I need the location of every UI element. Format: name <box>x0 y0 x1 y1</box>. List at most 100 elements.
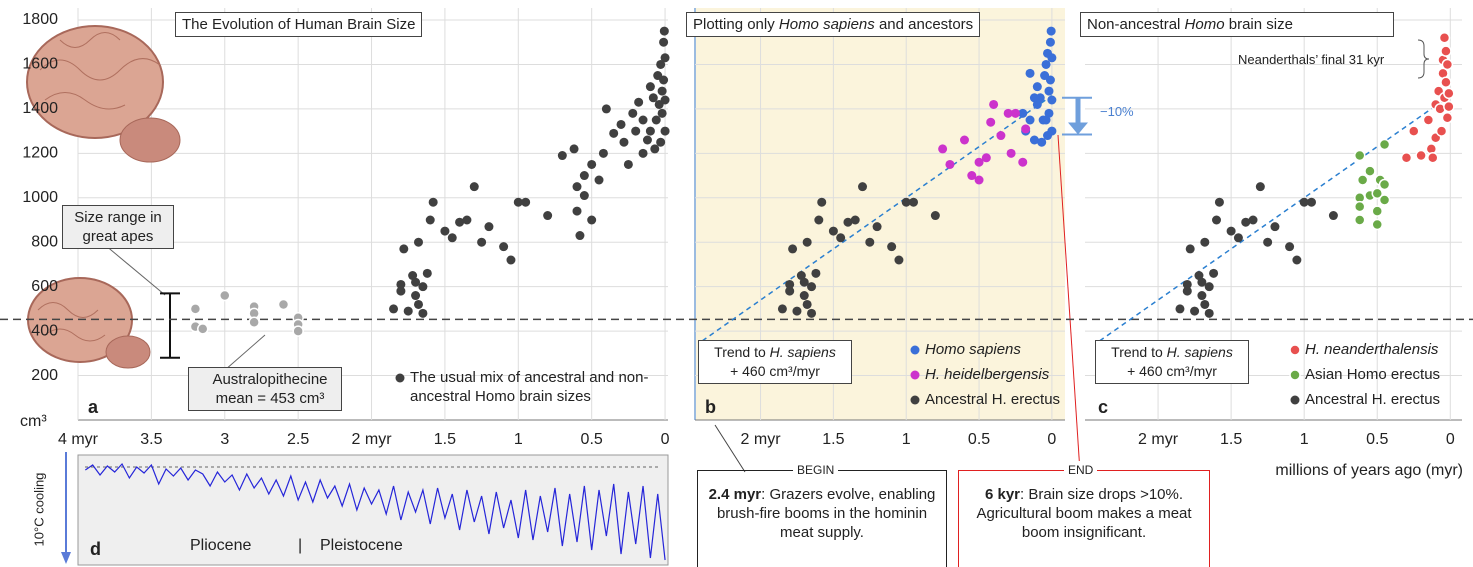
data-point <box>642 135 652 145</box>
data-point <box>1353 200 1366 213</box>
data-point <box>1440 45 1452 57</box>
data-point <box>1043 131 1053 141</box>
panel-label: d <box>90 539 101 559</box>
note-tag: END <box>1064 461 1098 480</box>
trend-rate: + 460 cm³/myr <box>730 363 820 379</box>
data-point <box>1270 222 1280 232</box>
data-point <box>656 137 666 147</box>
title-part: Homo sapiens <box>778 16 875 33</box>
data-point <box>887 242 897 252</box>
data-point <box>1353 149 1366 162</box>
data-point <box>1029 93 1039 103</box>
data-point <box>1356 174 1369 186</box>
data-point <box>659 26 669 36</box>
data-point <box>631 126 641 136</box>
data-point <box>1371 187 1383 200</box>
trend-line <box>701 94 1053 342</box>
y-tick-label: 600 <box>31 278 58 295</box>
data-point <box>277 298 290 311</box>
data-point <box>413 299 423 309</box>
data-point <box>1003 108 1013 118</box>
data-point <box>513 197 523 207</box>
data-point <box>623 159 633 169</box>
data-point <box>657 86 667 96</box>
data-point <box>974 157 984 167</box>
data-point <box>788 244 798 254</box>
data-point <box>792 306 802 316</box>
trend-part: Trend to <box>714 344 770 360</box>
data-point <box>1408 125 1420 137</box>
drop-label: −10% <box>1100 104 1134 119</box>
data-point <box>411 291 421 301</box>
data-point <box>594 175 604 185</box>
data-point <box>651 115 661 125</box>
data-point <box>981 153 991 163</box>
begin-note: BEGIN 2.4 myr: Grazers evolve, enabling … <box>697 461 947 567</box>
brace <box>1417 39 1430 79</box>
data-point <box>1182 286 1192 296</box>
data-point <box>440 226 450 236</box>
panel-label: c <box>1098 397 1109 417</box>
y-tick-label: 400 <box>31 322 58 339</box>
data-point <box>396 279 406 289</box>
data-point <box>422 268 432 278</box>
x-tick-label: 2 myr <box>1138 431 1179 448</box>
data-point <box>447 233 457 243</box>
note: Neanderthals’ final 31 kyr <box>1238 52 1385 67</box>
x-tick-label: 0.5 <box>1366 431 1388 448</box>
data-point <box>872 222 882 232</box>
title-part: Non-ancestral <box>1087 16 1185 33</box>
data-point <box>660 95 670 105</box>
data-point <box>1200 237 1210 247</box>
x-tick-label: 0 <box>1047 431 1056 448</box>
data-point <box>959 135 969 145</box>
data-point <box>455 217 465 227</box>
x-axis-title: millions of years ago (myr) <box>1275 462 1463 479</box>
x-tick-label: 0 <box>661 431 670 448</box>
legend-marker <box>910 395 920 405</box>
x-tick-label: 2 myr <box>741 431 782 448</box>
data-point <box>1041 115 1051 125</box>
data-point <box>1233 233 1243 243</box>
data-point <box>587 215 597 225</box>
data-point <box>1185 244 1195 254</box>
x-tick-label: 3 <box>220 431 229 448</box>
y-axis-title: 10°C cooling <box>31 472 47 547</box>
data-point <box>628 108 638 118</box>
data-point <box>1018 108 1028 118</box>
x-tick-label: 3.5 <box>140 431 162 448</box>
data-point <box>799 291 809 301</box>
data-point <box>811 268 821 278</box>
legend-label: Homo sapiens <box>925 341 1021 358</box>
data-point <box>1182 279 1192 289</box>
legend-marker <box>1289 369 1301 381</box>
data-point <box>579 171 589 181</box>
data-point <box>1440 76 1452 88</box>
data-point <box>1248 215 1258 225</box>
data-point <box>189 303 202 315</box>
data-point <box>1443 87 1455 100</box>
data-point <box>1441 112 1454 124</box>
data-point <box>807 308 817 318</box>
data-point <box>411 277 421 287</box>
data-point <box>477 237 487 247</box>
data-point <box>219 289 231 302</box>
data-point <box>1214 197 1224 207</box>
data-point <box>1197 277 1207 287</box>
data-point <box>484 222 494 232</box>
data-point <box>1047 95 1057 105</box>
data-point <box>1400 152 1413 164</box>
data-point <box>1441 58 1454 71</box>
data-point <box>802 237 812 247</box>
data-point <box>619 137 629 147</box>
y-tick-label: 1200 <box>22 145 58 162</box>
data-point <box>1241 217 1251 227</box>
cooling-arrow-head <box>61 552 71 564</box>
data-point <box>1263 237 1273 247</box>
data-point <box>967 171 977 181</box>
data-point <box>418 308 428 318</box>
data-point <box>1285 242 1295 252</box>
legend-marker <box>1289 344 1301 356</box>
data-point <box>609 128 619 138</box>
title-part: Plotting only <box>693 16 779 33</box>
